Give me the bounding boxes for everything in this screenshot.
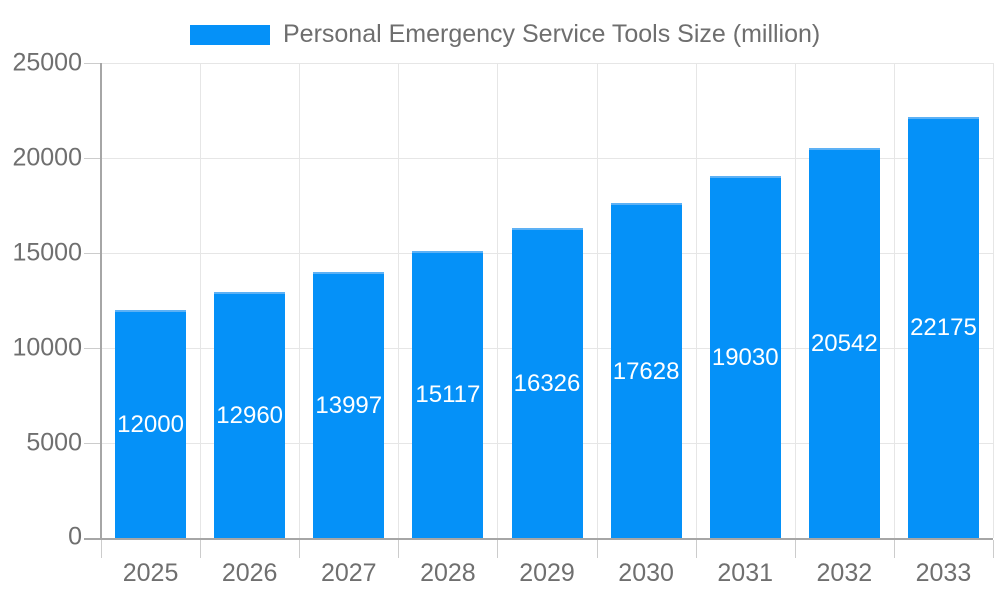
x-axis-tick	[497, 540, 499, 558]
y-axis-tick-label: 25000	[12, 48, 82, 77]
bar[interactable]: 19030	[709, 176, 781, 538]
x-axis-tick-label: 2025	[122, 559, 179, 587]
x-gridline	[893, 63, 895, 538]
bar[interactable]: 17628	[610, 203, 682, 538]
x-gridline	[993, 63, 994, 538]
x-axis-tick	[101, 540, 102, 558]
bar[interactable]: 15117	[412, 250, 484, 538]
x-axis-tick	[398, 540, 400, 558]
bar[interactable]: 22175	[907, 116, 979, 538]
x-axis-tick	[200, 540, 202, 558]
bar-value-label: 15117	[415, 381, 481, 409]
legend-swatch-icon	[190, 24, 270, 45]
x-axis-tick	[794, 540, 796, 558]
x-axis-tick	[993, 540, 994, 558]
y-gridline	[101, 63, 993, 64]
x-axis-tick-label: 2030	[618, 559, 674, 587]
y-axis-tick	[84, 158, 101, 159]
x-gridline	[200, 63, 202, 538]
y-axis-tick	[84, 348, 101, 349]
bar[interactable]: 12960	[214, 291, 286, 538]
x-axis-tick-label: 2033	[915, 559, 972, 587]
x-axis-tick	[299, 540, 301, 558]
y-axis-tick-label: 5000	[26, 428, 82, 457]
y-axis-tick	[84, 443, 101, 444]
bar-value-label: 12960	[216, 401, 284, 429]
x-axis-tick-label: 2032	[816, 559, 873, 587]
x-axis-tick-label: 2027	[320, 559, 377, 587]
x-axis-line	[84, 538, 993, 540]
x-axis-tick-label: 2029	[519, 559, 575, 587]
bar-value-label: 13997	[315, 392, 383, 420]
bar-value-label: 16326	[513, 369, 581, 397]
bar[interactable]: 12000	[115, 310, 187, 538]
x-axis-tick	[695, 540, 697, 558]
x-axis-tick	[596, 540, 598, 558]
y-axis-tick-label: 10000	[12, 333, 82, 362]
legend-label: Personal Emergency Service Tools Size (m…	[283, 20, 821, 48]
y-axis-tick	[84, 253, 101, 254]
x-axis-tick-label: 2028	[420, 559, 476, 587]
bar-value-label: 22175	[910, 314, 977, 342]
x-gridline	[695, 63, 697, 538]
x-gridline	[299, 63, 301, 538]
x-gridline	[596, 63, 598, 538]
bar-value-label: 12000	[117, 411, 184, 438]
bar-value-label: 17628	[612, 357, 680, 385]
x-axis-tick-label: 2031	[717, 559, 774, 587]
bar[interactable]: 16326	[511, 227, 583, 538]
y-axis-tick	[84, 63, 101, 64]
chart-legend[interactable]: Personal Emergency Service Tools Size (m…	[190, 20, 820, 49]
bar[interactable]: 20542	[808, 147, 880, 538]
x-axis-tick-label: 2026	[221, 559, 278, 587]
y-axis-line	[100, 63, 102, 540]
bar[interactable]: 13997	[313, 272, 385, 538]
bar-value-label: 20542	[810, 329, 878, 357]
x-gridline	[398, 63, 400, 538]
y-axis-tick-label: 0	[68, 522, 82, 551]
x-gridline	[794, 63, 796, 538]
y-gridline	[101, 158, 993, 159]
bar-value-label: 19030	[711, 344, 779, 372]
x-axis-tick	[893, 540, 895, 558]
y-axis-tick-label: 15000	[12, 238, 82, 267]
x-gridline	[497, 63, 499, 538]
y-axis-tick-label: 20000	[12, 143, 82, 172]
